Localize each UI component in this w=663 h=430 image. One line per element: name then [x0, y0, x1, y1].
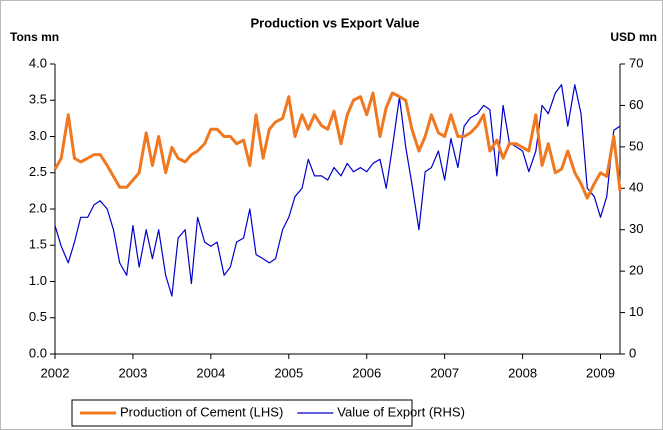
y2-tick-label: 20: [629, 263, 643, 278]
y-tick-label: 3.0: [29, 128, 47, 143]
y2-axis-label: USD mn: [610, 30, 657, 44]
series-line: [54, 84, 621, 297]
y2-tick-label: 0: [629, 345, 636, 360]
x-tick-label: 2005: [274, 365, 303, 380]
y2-tick-label: 70: [629, 55, 643, 70]
x-tick-label: 2008: [508, 365, 537, 380]
x-tick-label: 2007: [430, 365, 459, 380]
y2-tick-label: 40: [629, 180, 643, 195]
legend-label: Value of Export (RHS): [337, 404, 465, 419]
x-tick-label: 2006: [352, 365, 381, 380]
legend-box: [71, 399, 413, 427]
y2-tick-label: 10: [629, 304, 643, 319]
y-tick-label: 2.0: [29, 200, 47, 215]
y2-tick-label: 50: [629, 138, 643, 153]
x-tick-label: 2004: [196, 365, 225, 380]
y-tick-label: 2.5: [29, 164, 47, 179]
y-axis-label: Tons mn: [10, 30, 59, 44]
x-tick-label: 2009: [586, 365, 615, 380]
series-line: [53, 91, 622, 200]
y-tick-label: 1.0: [29, 273, 47, 288]
x-tick-label: 2003: [118, 365, 147, 380]
y2-tick-label: 30: [629, 221, 643, 236]
y-tick-label: 1.5: [29, 237, 47, 252]
chart-title: Production vs Export Value: [250, 15, 419, 30]
y-tick-label: 0.0: [29, 345, 47, 360]
x-tick-label: 2002: [41, 365, 70, 380]
y-tick-label: 3.5: [29, 92, 47, 107]
y-tick-label: 0.5: [29, 309, 47, 324]
y-tick-label: 4.0: [29, 55, 47, 70]
y2-tick-label: 60: [629, 97, 643, 112]
legend-label: Production of Cement (LHS): [120, 404, 283, 419]
